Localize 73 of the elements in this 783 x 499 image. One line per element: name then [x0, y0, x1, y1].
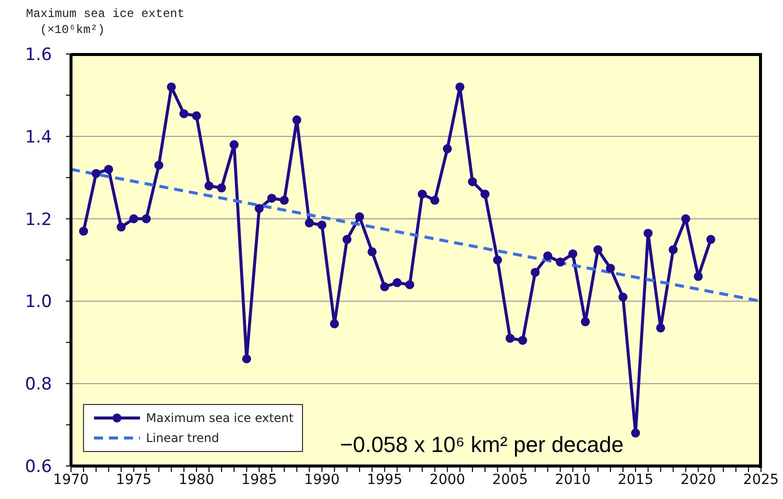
- y-tick-label: 1.6: [24, 45, 52, 66]
- point: [330, 319, 339, 328]
- point: [593, 245, 602, 254]
- x-tick-label: 2015: [618, 472, 654, 488]
- point: [192, 111, 201, 120]
- x-tick-label: 1970: [53, 472, 89, 488]
- point: [368, 247, 377, 256]
- x-tick-label: 1985: [241, 472, 277, 488]
- x-tick-label: 2000: [430, 472, 466, 488]
- point: [706, 234, 716, 244]
- point: [631, 428, 640, 438]
- x-tick-label: 2005: [492, 472, 528, 488]
- point: [204, 181, 214, 190]
- x-tick-label: 2010: [555, 472, 591, 488]
- point: [280, 196, 289, 205]
- legend-label: Linear trend: [146, 431, 220, 445]
- point: [656, 323, 666, 332]
- y-tick-label: 1.4: [24, 127, 52, 148]
- point: [568, 249, 578, 258]
- point: [493, 256, 502, 264]
- y-tick-label: 1.0: [24, 292, 52, 312]
- point: [304, 218, 314, 228]
- point: [129, 214, 138, 224]
- point: [267, 194, 276, 203]
- point: [405, 280, 414, 290]
- point: [455, 82, 464, 92]
- point: [317, 220, 326, 230]
- point: [392, 278, 402, 288]
- point: [606, 264, 615, 273]
- point: [694, 272, 703, 281]
- point: [530, 268, 540, 277]
- point: [430, 196, 440, 205]
- point: [217, 183, 226, 192]
- point: [179, 109, 188, 118]
- point: [166, 82, 176, 92]
- point: [230, 140, 239, 150]
- x-tick-label: 1995: [366, 472, 402, 488]
- point: [342, 234, 352, 244]
- x-tick-label: 2020: [680, 472, 716, 488]
- point: [116, 222, 126, 232]
- point: [154, 160, 164, 170]
- legend-label: Maximum sea ice extent: [146, 411, 294, 425]
- point: [92, 168, 101, 178]
- point: [668, 245, 678, 254]
- x-tick-label: 1990: [304, 472, 340, 488]
- point: [380, 282, 390, 292]
- x-tick-label: 1980: [178, 472, 214, 488]
- point: [580, 317, 590, 326]
- point: [518, 336, 528, 345]
- annotation: −0.058 x 10⁶ km² per decade: [340, 432, 624, 458]
- point: [79, 226, 88, 236]
- x-tick-label: 1975: [116, 472, 152, 488]
- point: [418, 190, 427, 199]
- y-tick-label: 1.2: [24, 210, 52, 230]
- y-tick-label: 0.6: [24, 457, 52, 478]
- point: [292, 115, 302, 124]
- y-axis-title: Maximum sea ice extent (×10⁶km²): [26, 6, 184, 38]
- point: [506, 334, 515, 343]
- y-tick-label: 0.8: [24, 374, 52, 395]
- point: [442, 144, 452, 154]
- point: [480, 190, 490, 199]
- point: [104, 164, 114, 174]
- point: [618, 292, 628, 302]
- x-tick-label: 2025: [743, 472, 779, 488]
- point: [142, 214, 151, 224]
- point: [355, 212, 364, 222]
- point: [254, 204, 264, 213]
- point: [681, 214, 690, 224]
- point: [242, 354, 252, 364]
- point: [556, 258, 565, 267]
- point: [468, 177, 477, 186]
- point: [644, 228, 653, 238]
- point: [543, 251, 552, 260]
